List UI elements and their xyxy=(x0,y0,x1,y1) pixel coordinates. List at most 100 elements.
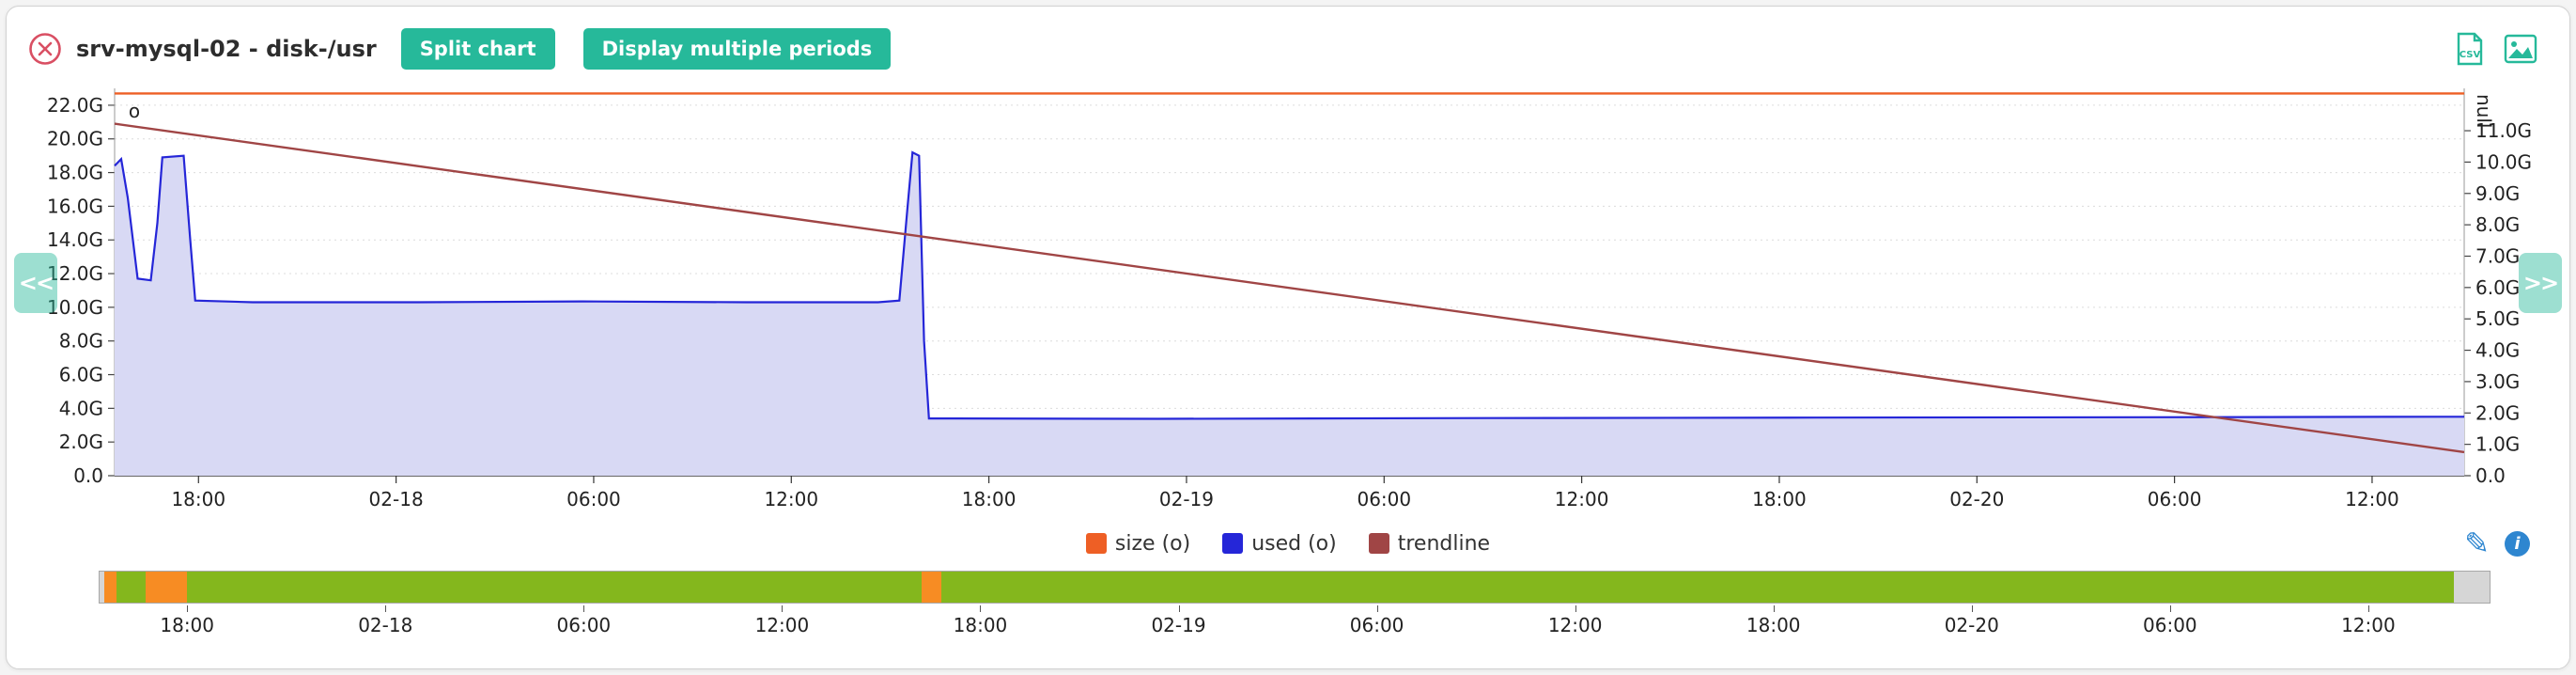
x-axis-tick: 12:00 xyxy=(2345,488,2399,510)
timeline-label: 02-19 xyxy=(1151,614,1206,636)
timeline-tick xyxy=(782,605,784,612)
y-axis-left-tick: 6.0G xyxy=(59,364,103,386)
x-axis-tick: 06:00 xyxy=(566,488,621,510)
page-title: srv-mysql-02 - disk-/usr xyxy=(76,36,377,62)
timeline-segment-warn[interactable] xyxy=(921,572,941,603)
graph-widget: srv-mysql-02 - disk-/usr Split chart Dis… xyxy=(6,6,2570,669)
y-axis-right-tick: 1.0G xyxy=(2475,433,2520,456)
y-axis-left-tick: 12.0G xyxy=(47,262,103,285)
svg-text:CSV: CSV xyxy=(2460,50,2481,60)
chart-marker: o xyxy=(129,100,140,122)
timeline-tick xyxy=(1971,605,1973,612)
timeline-tick xyxy=(1376,605,1378,612)
timeline-label: 02-20 xyxy=(1944,614,1999,636)
y-axis-right-tick: 10.0G xyxy=(2475,150,2532,173)
timeline-tick xyxy=(1773,605,1775,612)
y-axis-left-tick: 16.0G xyxy=(47,195,103,217)
graph-header: srv-mysql-02 - disk-/usr Split chart Dis… xyxy=(7,7,2569,76)
close-icon[interactable] xyxy=(27,31,63,67)
y-axis-right-tick: 7.0G xyxy=(2475,244,2520,267)
x-axis-tick: 06:00 xyxy=(2148,488,2202,510)
timeline-tick xyxy=(2169,605,2171,612)
timeline-label: 02-18 xyxy=(358,614,413,636)
info-icon[interactable]: i xyxy=(2505,530,2530,557)
timeline-label: 18:00 xyxy=(1746,614,1801,636)
y-axis-right-tick: 4.0G xyxy=(2475,339,2520,362)
y-axis-left-tick: 0.0 xyxy=(73,464,103,487)
right-axis-label: null xyxy=(2473,94,2495,128)
status-timeline: 18:00 02-18 06:00 12:00 18:00 02-19 06:00 12:00… xyxy=(99,571,2491,637)
scroll-left-button[interactable]: << xyxy=(14,253,57,313)
export-icons: CSV xyxy=(2455,32,2537,66)
legend-label: size (o) xyxy=(1114,531,1191,556)
status-timeline-bar[interactable] xyxy=(99,571,2491,604)
y-axis-right-tick: 0.0 xyxy=(2475,464,2506,487)
y-axis-left-tick: 8.0G xyxy=(59,330,103,353)
timeline-segment-ok[interactable] xyxy=(186,572,922,603)
x-axis-tick: 02-18 xyxy=(369,488,424,510)
y-axis-right-tick: 3.0G xyxy=(2475,370,2520,393)
legend: size (o) used (o) trendline ✎ i xyxy=(7,526,2569,561)
x-axis-tick: 18:00 xyxy=(171,488,225,510)
y-axis-right-tick: 8.0G xyxy=(2475,213,2520,236)
timeline-label: 06:00 xyxy=(1349,614,1404,636)
timeline-segment-warn[interactable] xyxy=(146,572,187,603)
y-axis-right-tick: 5.0G xyxy=(2475,307,2520,330)
scroll-right-button[interactable]: >> xyxy=(2519,253,2562,313)
legend-item[interactable]: size (o) xyxy=(1085,531,1191,556)
y-axis-right-tick: 6.0G xyxy=(2475,276,2520,299)
x-axis-tick: 18:00 xyxy=(1752,488,1807,510)
x-axis-tick: 06:00 xyxy=(1357,488,1411,510)
x-axis-tick: 02-20 xyxy=(1949,488,2004,510)
legend-item[interactable]: used (o) xyxy=(1222,532,1337,556)
timeline-tick xyxy=(187,605,189,612)
series-area-used (o) xyxy=(115,152,2464,476)
legend-tools: ✎ i xyxy=(2464,526,2530,561)
timeline-label: 18:00 xyxy=(160,614,215,636)
split-chart-button[interactable]: Split chart xyxy=(400,28,555,70)
legend-label: trendline xyxy=(1397,531,1491,556)
timeline-label: 06:00 xyxy=(2143,614,2197,636)
csv-export-icon[interactable]: CSV xyxy=(2455,32,2485,66)
legend-swatch xyxy=(1368,533,1389,554)
display-multiple-periods-button[interactable]: Display multiple periods xyxy=(582,28,892,70)
legend-label: used (o) xyxy=(1251,531,1337,556)
y-axis-right-tick: 11.0G xyxy=(2475,119,2532,142)
timeline-segment-ok[interactable] xyxy=(116,572,147,603)
timeline-label: 12:00 xyxy=(1547,614,1603,636)
x-axis-tick: 12:00 xyxy=(764,488,818,510)
usage-chart[interactable]: 22.0G 20.0G 18.0G 16.0G 14.0G 12.0G 10.0G 8.0G 6… xyxy=(7,76,2570,518)
image-export-icon[interactable] xyxy=(2504,34,2537,64)
timeline-label: 12:00 xyxy=(2341,614,2396,636)
series-line-trendline xyxy=(114,122,2465,454)
timeline-tick xyxy=(1575,605,1576,612)
timeline-label: 18:00 xyxy=(953,614,1008,636)
y-axis-left-tick: 4.0G xyxy=(59,397,103,419)
y-axis-left-tick: 22.0G xyxy=(47,94,103,117)
y-axis-right-tick: 9.0G xyxy=(2475,182,2520,205)
timeline-label: 12:00 xyxy=(754,614,810,636)
y-axis-left-tick: 20.0G xyxy=(47,128,103,150)
legend-items: size (o) used (o) trendline xyxy=(1085,531,1491,556)
timeline-segment-warn[interactable] xyxy=(104,572,116,603)
timeline-tick xyxy=(1178,605,1180,612)
timeline-label: 06:00 xyxy=(556,614,612,636)
y-axis-right-tick: 2.0G xyxy=(2475,401,2520,424)
x-axis-tick: 02-19 xyxy=(1159,488,1214,510)
y-axis-left-tick: 10.0G xyxy=(47,296,103,319)
legend-swatch xyxy=(1085,533,1107,554)
timeline-segment-unknown[interactable] xyxy=(2453,572,2490,603)
legend-swatch xyxy=(1222,533,1244,554)
timeline-tick xyxy=(2367,605,2369,612)
series-line-used (o) xyxy=(114,150,2464,420)
timeline-tick xyxy=(385,605,387,612)
timeline-tick xyxy=(980,605,982,612)
y-axis-left-tick: 2.0G xyxy=(59,431,103,453)
x-axis-tick: 18:00 xyxy=(962,488,1016,510)
timeline-tick xyxy=(583,605,585,612)
timeline-segment-ok[interactable] xyxy=(940,572,2454,603)
legend-item[interactable]: trendline xyxy=(1368,531,1491,556)
y-axis-left-tick: 18.0G xyxy=(47,162,103,184)
status-timeline-labels: 18:00 02-18 06:00 12:00 18:00 02-19 06:00 12:00… xyxy=(99,605,2491,637)
edit-pencil-icon[interactable]: ✎ xyxy=(2464,526,2490,561)
